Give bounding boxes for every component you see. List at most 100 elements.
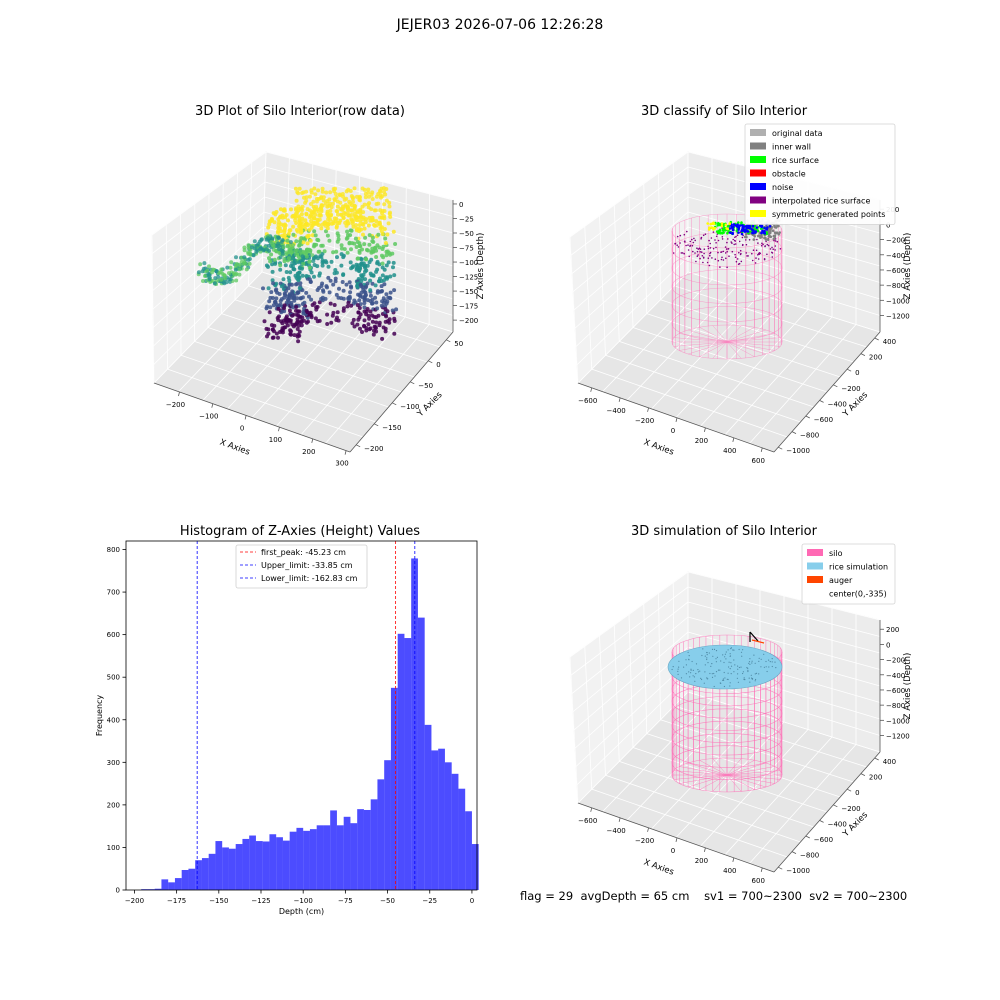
p2-surface-point xyxy=(760,244,763,247)
p1-point xyxy=(330,201,335,206)
p1-point xyxy=(256,242,261,247)
p2-surface-point xyxy=(736,234,739,236)
p1-point xyxy=(335,199,340,204)
p2-grid-floor-x xyxy=(724,316,833,436)
p4-rice-point xyxy=(768,666,770,668)
p1-point xyxy=(350,321,355,326)
p4-rice-point xyxy=(722,678,725,680)
p1-point xyxy=(277,236,281,241)
p1-point xyxy=(366,190,371,195)
p1-point xyxy=(382,202,387,207)
p2-y-tick-label: −800 xyxy=(800,432,819,440)
p1-point xyxy=(375,306,380,311)
p1-x-tick-label: 300 xyxy=(335,460,348,468)
p1-x-tick-label: 0 xyxy=(240,424,244,432)
p1-point xyxy=(264,263,269,268)
p1-point xyxy=(379,225,384,230)
p1-point xyxy=(279,229,284,234)
p1-point xyxy=(352,324,357,329)
p1-z-tick-label: −50 xyxy=(459,230,474,238)
p2-surface-point xyxy=(709,251,712,254)
p1-y-tick-label: 50 xyxy=(454,340,463,348)
p2-surface-point xyxy=(708,264,711,267)
p2-silo-ring xyxy=(671,287,783,323)
p1-point xyxy=(339,243,344,248)
p2-surface-point xyxy=(772,248,774,250)
p2-surface-point xyxy=(721,236,724,238)
p1-point xyxy=(297,329,302,334)
p1-point xyxy=(379,229,384,234)
p1-point xyxy=(285,243,290,248)
p1-point xyxy=(258,247,263,252)
p4-rice-point xyxy=(695,663,698,665)
p1-point xyxy=(388,290,393,295)
p1-point xyxy=(300,204,305,209)
p4-y-tick-label: 200 xyxy=(869,774,882,782)
p2-surface-point xyxy=(696,247,698,249)
p1-point xyxy=(314,221,319,226)
p1-point xyxy=(339,212,344,217)
p4-rice-point xyxy=(760,666,762,668)
p4-rice-point xyxy=(685,664,688,666)
p4-rice-point xyxy=(723,685,726,688)
p1-point xyxy=(272,257,277,262)
p1-point xyxy=(317,213,322,218)
p1-point xyxy=(274,249,279,254)
p1-point xyxy=(385,299,390,304)
p1-point xyxy=(219,267,224,272)
p1-point xyxy=(352,207,357,212)
p2-surface-point xyxy=(764,245,766,248)
p1-point xyxy=(297,243,302,248)
p4-rice-point xyxy=(723,671,725,674)
p1-z-tick-label: −125 xyxy=(459,274,478,282)
p1-point xyxy=(380,273,385,278)
p2-surface-point xyxy=(771,256,774,258)
p1-point xyxy=(371,332,376,337)
p1-point xyxy=(273,300,278,305)
p4-rice-point xyxy=(729,685,731,687)
p2-surface-point xyxy=(689,245,691,247)
p1-point xyxy=(286,218,290,223)
p1-point xyxy=(358,294,363,299)
p2-z-tick-label: 0 xyxy=(886,221,890,229)
p1-point xyxy=(201,279,205,283)
p2-grid-left-h xyxy=(573,211,689,311)
p4-y-tick-label: 0 xyxy=(855,789,859,797)
p4-rice-point xyxy=(689,676,691,678)
p1-point xyxy=(296,278,301,283)
p2-x-tick xyxy=(618,397,621,402)
p2-surface-point xyxy=(696,250,699,253)
p2-y-tick xyxy=(846,368,852,372)
p4-rice-point xyxy=(748,662,750,664)
p4-rice-point xyxy=(753,654,755,656)
p2-surface-point xyxy=(710,237,713,239)
p1-point xyxy=(392,319,397,323)
p1-point xyxy=(312,274,316,279)
p1-point xyxy=(282,228,287,233)
p1-point xyxy=(354,245,359,249)
p4-x-tick-label: 200 xyxy=(695,857,708,865)
p1-point xyxy=(282,303,287,308)
p4-rice-point xyxy=(749,658,751,660)
p2-surface-point xyxy=(686,230,688,233)
p1-point xyxy=(273,261,278,266)
p2-x-tick-label: −600 xyxy=(578,397,597,405)
p2-surface-point xyxy=(676,235,679,238)
p1-y-tick xyxy=(392,402,397,406)
p1-point xyxy=(304,290,309,295)
p1-point xyxy=(364,284,369,289)
p2-z-tick-label: −600 xyxy=(886,267,905,275)
p1-point xyxy=(343,212,348,217)
p1-point xyxy=(286,231,291,236)
p1-x-tick xyxy=(278,427,280,432)
p1-point xyxy=(360,330,364,334)
p1-point xyxy=(368,288,373,293)
p1-grid-back-h xyxy=(265,166,454,217)
p2-x-tick-label: 0 xyxy=(671,427,675,435)
p1-point xyxy=(373,325,378,330)
p1-point xyxy=(368,271,373,276)
p1-z-tick-label: 0 xyxy=(459,201,463,209)
p2-surface-point xyxy=(709,254,711,257)
p1-y-tick xyxy=(356,444,361,448)
p1-z-tick-label: −150 xyxy=(459,288,478,296)
